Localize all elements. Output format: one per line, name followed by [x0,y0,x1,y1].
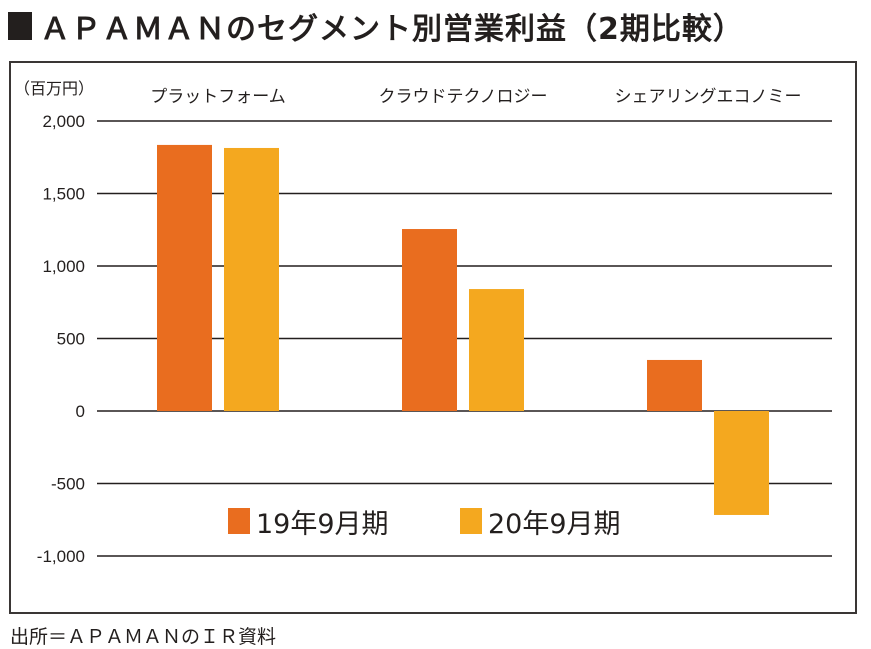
bar-fy19 [157,144,212,412]
legend-label: 19年9月期 [256,509,389,540]
title-square-icon [8,12,32,40]
legend-label: 20年9月期 [488,509,621,540]
legend-swatch [460,508,482,534]
bar-fy20 [469,289,524,411]
category-label: クラウドテクノロジー [379,87,548,107]
bar-fy20 [224,147,279,411]
y-tick-label: -500 [51,475,85,494]
chart-title-text: ＡＰＡＭＡＮのセグメント別営業利益（2期比較） [40,12,744,47]
y-axis-unit-label: （百万円） [14,79,94,98]
chart-title: ＡＰＡＭＡＮのセグメント別営業利益（2期比較） [8,6,744,47]
chart-frame [9,61,857,614]
y-tick-label: 500 [57,330,85,349]
bar-fy19 [402,229,457,411]
y-tick-label: 2,000 [42,112,85,131]
y-tick-label: 0 [76,402,85,421]
legend-swatch [228,508,250,534]
category-label: プラットフォーム [150,87,286,107]
bar-fy19 [647,359,702,411]
y-tick-label: -1,000 [37,547,85,566]
bar-fy20 [714,411,769,515]
y-tick-label: 1,500 [42,185,85,204]
category-label: シェアリングエコノミー [615,87,802,107]
source-note: 出所＝ＡＰＡＭＡＮのＩＲ資料 [10,626,277,648]
y-tick-label: 1,000 [42,257,85,276]
